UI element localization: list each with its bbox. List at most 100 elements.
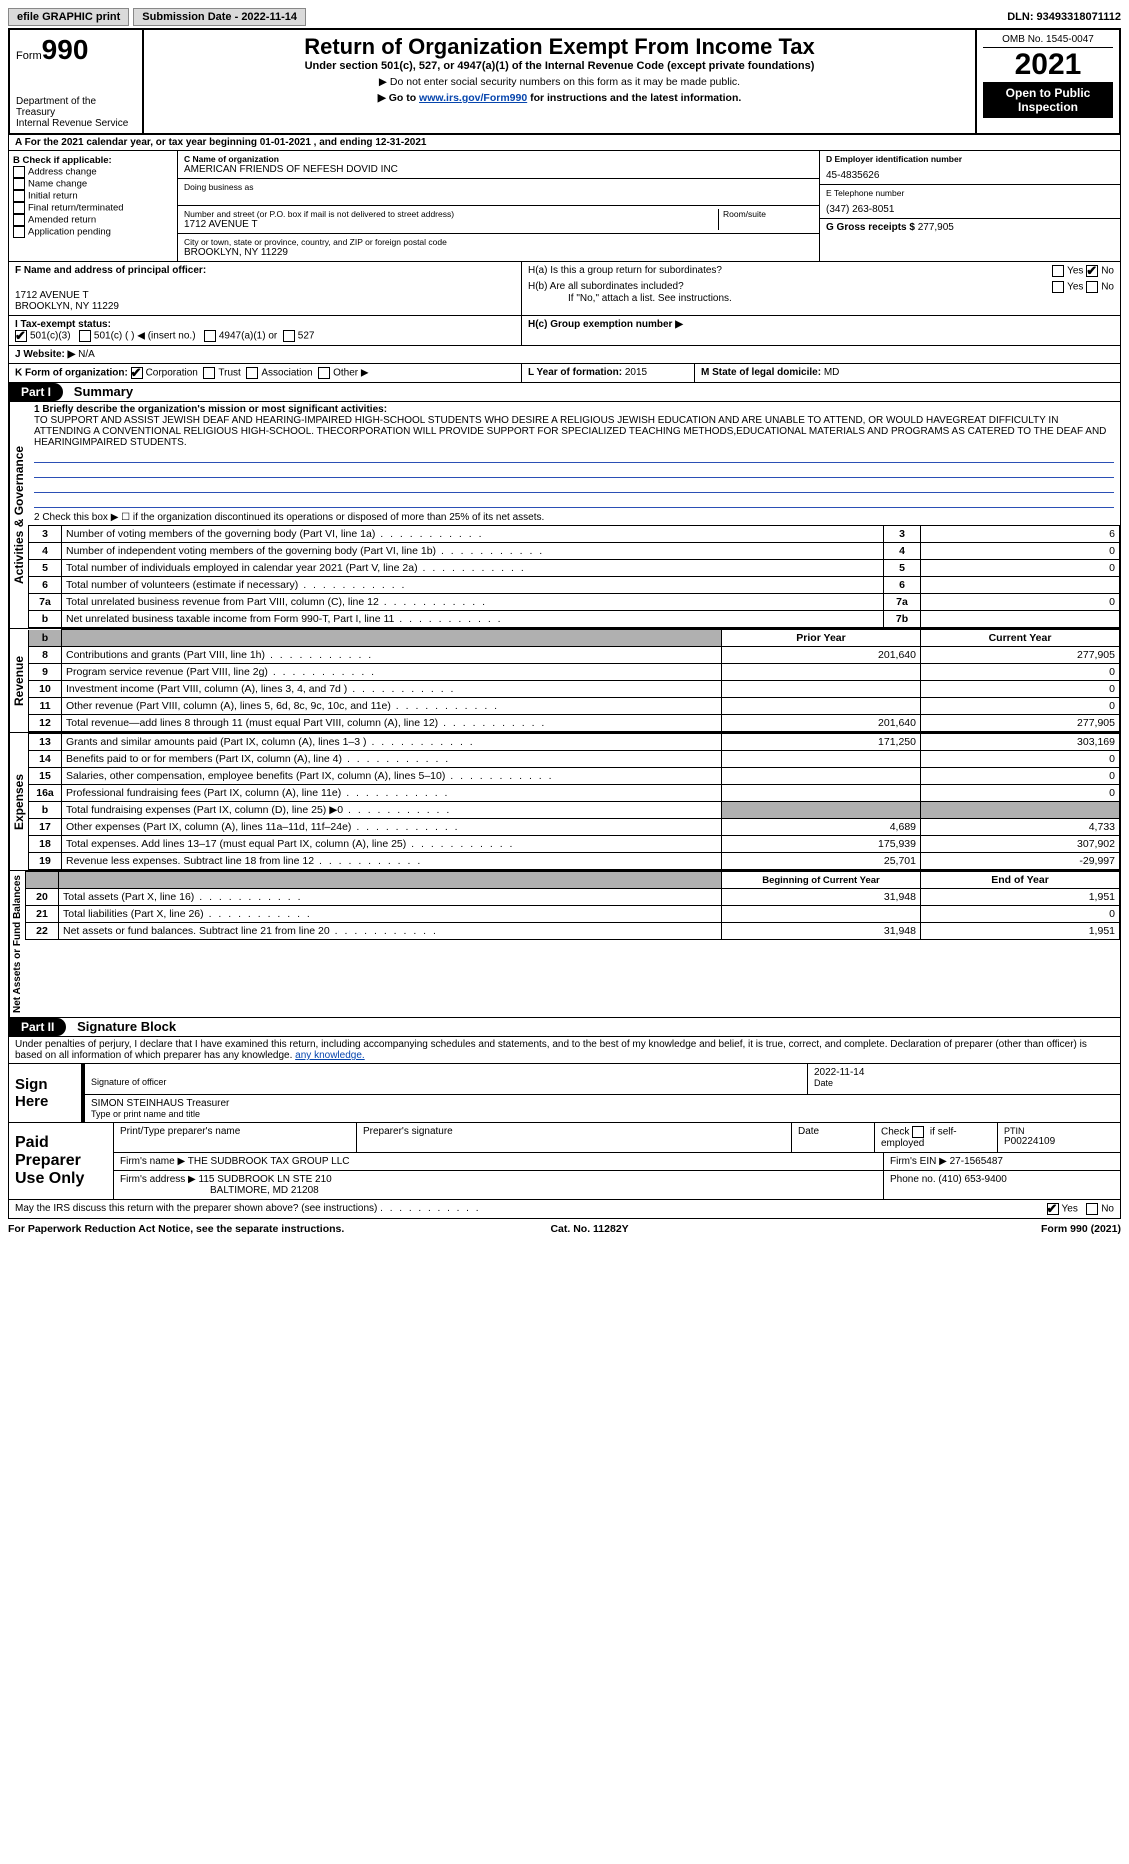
- website-value: N/A: [78, 349, 95, 360]
- street-label: Number and street (or P.O. box if mail i…: [184, 209, 718, 219]
- colb-item-label: Final return/terminated: [28, 203, 124, 214]
- officer-addr1: 1712 AVENUE T: [15, 290, 515, 301]
- dln-label: DLN: 93493318071112: [1007, 11, 1121, 23]
- ein-label: D Employer identification number: [826, 154, 1114, 164]
- form-label: Form: [16, 50, 42, 62]
- paid-preparer-label: Paid Preparer Use Only: [9, 1123, 114, 1199]
- year-formation-label: L Year of formation:: [528, 367, 622, 378]
- h-b-label: H(b) Are all subordinates included?: [528, 281, 1052, 293]
- phone-label: E Telephone number: [826, 188, 1114, 198]
- column-b-checks: B Check if applicable: Address changeNam…: [9, 151, 178, 261]
- footer-mid: Cat. No. 11282Y: [550, 1223, 628, 1235]
- self-employed-checkbox[interactable]: [912, 1126, 924, 1138]
- firm-phone: (410) 653-9400: [938, 1174, 1006, 1185]
- footer-right: Form 990 (2021): [1041, 1223, 1121, 1235]
- netassets-table: Beginning of Current YearEnd of Year20To…: [25, 871, 1120, 940]
- colb-checkbox[interactable]: [13, 226, 25, 238]
- part-2-bar: Part II Signature Block: [8, 1018, 1121, 1037]
- 527-checkbox[interactable]: [283, 330, 295, 342]
- officer-addr2: BROOKLYN, NY 11229: [15, 301, 515, 312]
- gross-value: 277,905: [918, 222, 954, 233]
- prep-name-hdr: Print/Type preparer's name: [114, 1123, 357, 1152]
- domicile-label: M State of legal domicile:: [701, 367, 821, 378]
- open-inspection-badge: Open to Public Inspection: [983, 82, 1113, 118]
- line1-label: 1 Briefly describe the organization's mi…: [34, 404, 1114, 415]
- h-note: If "No," attach a list. See instructions…: [528, 293, 1114, 304]
- tax-status-label: I Tax-exempt status:: [15, 319, 111, 330]
- opt-501c3: 501(c)(3): [30, 331, 71, 342]
- prep-date-hdr: Date: [792, 1123, 875, 1152]
- irs-link[interactable]: www.irs.gov/Form990: [419, 92, 527, 104]
- colb-checkbox[interactable]: [13, 178, 25, 190]
- penalties-text: Under penalties of perjury, I declare th…: [8, 1037, 1121, 1064]
- hb-no-checkbox[interactable]: [1086, 281, 1098, 293]
- firm-ein-label: Firm's EIN ▶: [890, 1156, 947, 1167]
- colb-checkbox[interactable]: [13, 190, 25, 202]
- colb-item-label: Amended return: [28, 215, 96, 226]
- form-number: 990: [42, 34, 89, 65]
- row-f-h: F Name and address of principal officer:…: [8, 262, 1121, 316]
- dba-label: Doing business as: [184, 182, 813, 192]
- colb-item-label: Name change: [28, 179, 87, 190]
- paid-preparer-block: Paid Preparer Use Only Print/Type prepar…: [8, 1123, 1121, 1200]
- part-2-title: Signature Block: [69, 1019, 176, 1034]
- sig-date: 2022-11-14: [814, 1067, 1114, 1078]
- colb-item-label: Address change: [28, 167, 97, 178]
- opt-other: Other ▶: [333, 368, 368, 379]
- city-value: BROOKLYN, NY 11229: [184, 247, 813, 258]
- vlabel-netassets: Net Assets or Fund Balances: [9, 871, 25, 1017]
- yes-label: Yes: [1067, 266, 1083, 277]
- trust-checkbox[interactable]: [203, 367, 215, 379]
- form-header: Form990 Department of the Treasury Inter…: [8, 30, 1121, 135]
- part-1-label: Part I: [9, 383, 63, 401]
- part-1-bar: Part I Summary: [8, 383, 1121, 402]
- vlabel-activities: Activities & Governance: [9, 402, 28, 628]
- top-bar: efile GRAPHIC print Submission Date - 20…: [8, 8, 1121, 30]
- discuss-no-label: No: [1101, 1204, 1114, 1215]
- sig-officer-label: Signature of officer: [91, 1077, 801, 1087]
- efile-button[interactable]: efile GRAPHIC print: [8, 8, 129, 26]
- discuss-no-checkbox[interactable]: [1086, 1203, 1098, 1215]
- room-label: Room/suite: [723, 209, 813, 219]
- form-org-label: K Form of organization:: [15, 368, 128, 379]
- colb-checkbox[interactable]: [13, 202, 25, 214]
- 501c3-checkbox[interactable]: [15, 330, 27, 342]
- ha-no-checkbox[interactable]: [1086, 265, 1098, 277]
- colb-item-label: Application pending: [28, 227, 111, 238]
- no-label: No: [1101, 266, 1114, 277]
- assoc-checkbox[interactable]: [246, 367, 258, 379]
- yes-label-2: Yes: [1067, 282, 1083, 293]
- submission-date-button[interactable]: Submission Date - 2022-11-14: [133, 8, 306, 26]
- 501c-checkbox[interactable]: [79, 330, 91, 342]
- mission-text: TO SUPPORT AND ASSIST JEWISH DEAF AND HE…: [34, 415, 1114, 448]
- colb-item-label: Initial return: [28, 191, 78, 202]
- dept-line2: Internal Revenue Service: [16, 118, 136, 129]
- hb-yes-checkbox[interactable]: [1052, 281, 1064, 293]
- colb-checkbox[interactable]: [13, 166, 25, 178]
- no-label-2: No: [1101, 282, 1114, 293]
- colb-checkbox[interactable]: [13, 214, 25, 226]
- note-ssn: ▶ Do not enter social security numbers o…: [150, 76, 969, 88]
- h-a-label: H(a) Is this a group return for subordin…: [528, 265, 1052, 277]
- opt-4947: 4947(a)(1) or: [219, 331, 277, 342]
- sign-here-block: Sign Here Signature of officer 2022-11-1…: [8, 1064, 1121, 1123]
- summary-body: Activities & Governance 1 Briefly descri…: [8, 402, 1121, 629]
- ptin-value: P00224109: [1004, 1136, 1114, 1147]
- 4947-checkbox[interactable]: [204, 330, 216, 342]
- activities-table: 3Number of voting members of the governi…: [28, 525, 1120, 628]
- part-2-label: Part II: [9, 1018, 66, 1036]
- revenue-table: bPrior YearCurrent Year8Contributions an…: [28, 629, 1120, 732]
- any-knowledge-link[interactable]: any knowledge.: [295, 1050, 365, 1061]
- row-j: J Website: ▶ N/A: [8, 346, 1121, 364]
- opt-501c: 501(c) ( ) ◀ (insert no.): [94, 331, 196, 342]
- vlabel-expenses: Expenses: [9, 733, 28, 870]
- sig-date-label: Date: [814, 1078, 1114, 1088]
- corp-checkbox[interactable]: [131, 367, 143, 379]
- firm-addr-label: Firm's address ▶: [120, 1174, 196, 1185]
- other-checkbox[interactable]: [318, 367, 330, 379]
- sig-name-label: Type or print name and title: [91, 1109, 1114, 1119]
- ptin-label: PTIN: [1004, 1126, 1114, 1136]
- ha-yes-checkbox[interactable]: [1052, 265, 1064, 277]
- discuss-yes-checkbox[interactable]: [1047, 1203, 1059, 1215]
- firm-addr2: BALTIMORE, MD 21208: [120, 1185, 877, 1196]
